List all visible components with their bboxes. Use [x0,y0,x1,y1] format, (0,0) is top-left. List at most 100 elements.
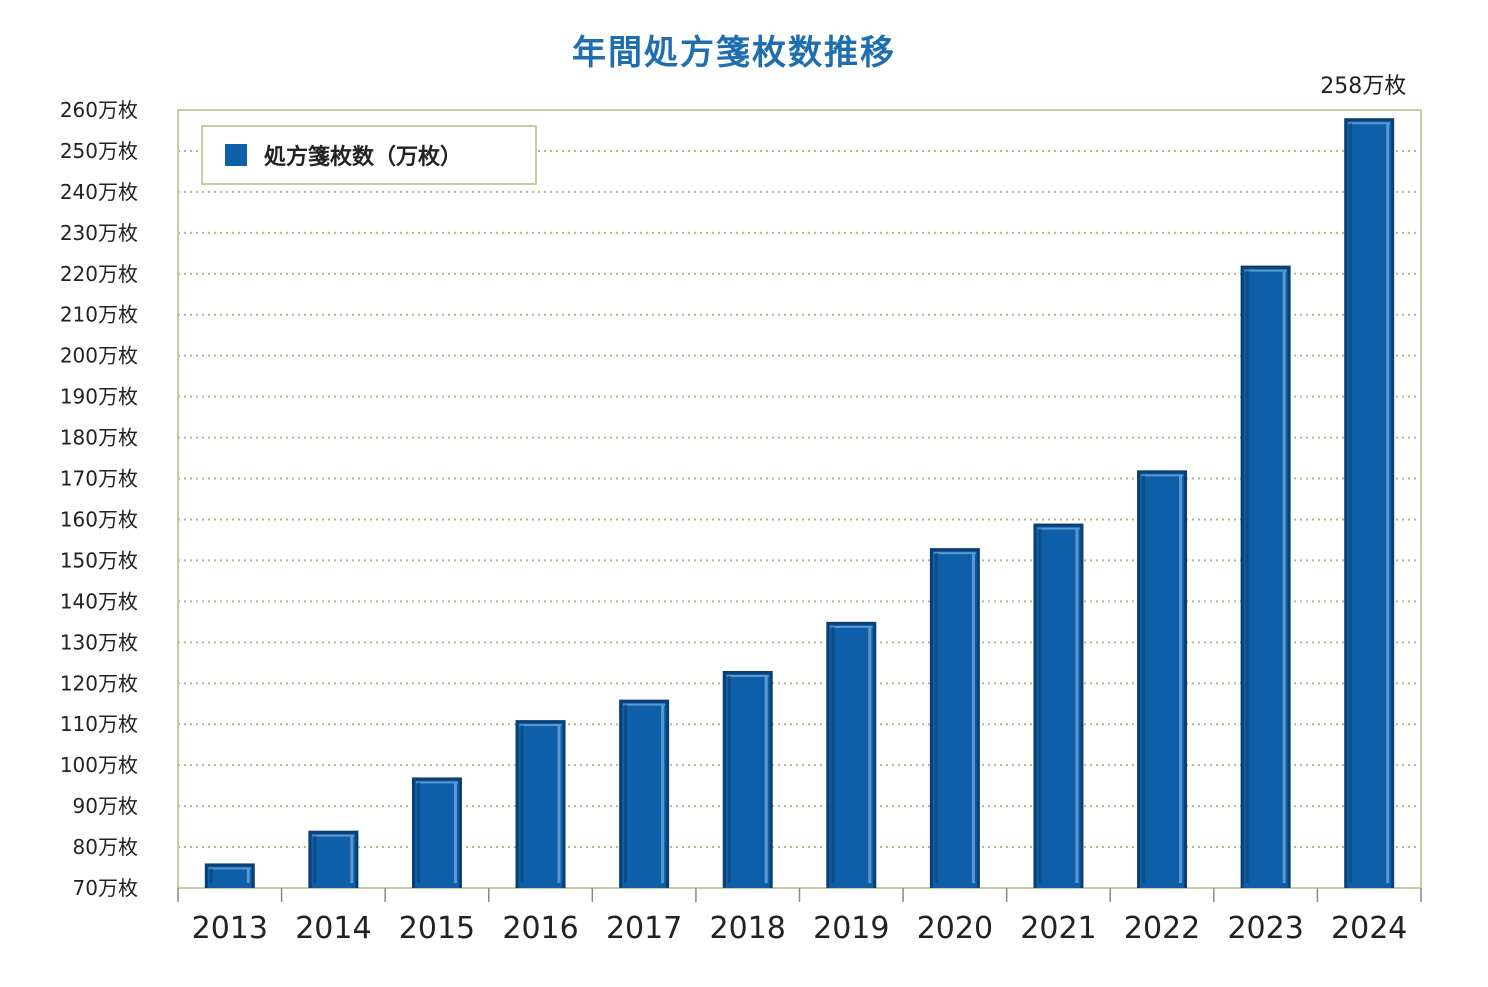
x-tick-label: 2021 [1020,911,1096,946]
y-tick-label: 150万枚 [60,548,138,572]
bar-face [1140,473,1185,888]
plot-frame [177,109,1422,889]
y-tick-label: 110万枚 [60,712,138,736]
x-tick-label: 2017 [606,911,682,946]
bar-face [207,866,252,888]
bar-side-shade [1245,270,1249,884]
bar-side-highlight [1282,270,1286,884]
chart-title: 年間処方箋枚数推移 [572,33,896,73]
bar-side-highlight [1075,528,1079,883]
x-tick-label: 2018 [710,911,786,946]
legend-label: 処方箋枚数（万枚） [264,144,462,170]
bar-face [1036,526,1081,888]
bar-side-shade [416,782,420,883]
x-tick-label: 2013 [192,911,268,946]
bar-top-highlight [1348,122,1391,125]
y-tick-label: 240万枚 [60,180,138,204]
bar-side-highlight [661,704,665,883]
bar-top-highlight [519,724,562,727]
y-tick-label: 90万枚 [73,794,138,818]
bar-face [311,833,356,888]
y-tick-label: 220万枚 [60,262,138,286]
bar-2013 [204,863,255,888]
bar-side-highlight [1179,475,1183,883]
legend-box [201,125,537,185]
y-tick-label: 200万枚 [60,344,138,368]
bar-2014 [308,830,359,888]
bar-top-highlight [1244,269,1287,272]
x-tick-label: 2014 [295,911,371,946]
bars [204,118,1395,889]
bar-top-highlight [1141,474,1184,477]
bar-2020 [929,548,980,888]
bar-side-highlight [1386,123,1390,884]
x-axis: 2013 2014 2015 2016 2017 2018 2019 2020 2021 2022… [177,888,1422,946]
bar-top-highlight [415,781,458,784]
bar-face [414,780,459,888]
legend: 処方箋枚数（万枚） [201,125,537,185]
bar-2022 [1137,470,1188,888]
x-tick-label: 2023 [1227,911,1303,946]
bar-side-highlight [557,725,561,883]
bar-2015 [411,777,462,888]
y-tick-label: 190万枚 [60,385,138,409]
bar-top-highlight [312,834,355,837]
bar-2024 [1344,118,1395,889]
legend-swatch [225,144,247,166]
y-tick-label: 120万枚 [60,671,138,695]
y-tick-label: 80万枚 [73,835,138,859]
bar-face [725,673,770,888]
bar-2017 [619,699,670,888]
bar-face [1347,121,1392,889]
bar-side-shade [1349,123,1353,884]
x-tick-label: 2016 [502,911,578,946]
y-tick-label: 180万枚 [60,426,138,450]
y-tick-label: 160万枚 [60,507,138,531]
y-tick-label: 100万枚 [60,753,138,777]
bar-face [932,551,977,888]
y-axis-ticks: 70万枚 80万枚 90万枚 100万枚 110万枚 120万枚 130万枚 140万枚 150… [60,98,138,900]
bar-face [829,624,874,888]
bar-side-highlight [350,835,354,883]
bar-side-highlight [868,626,872,883]
bar-top-highlight [208,867,251,870]
bar-face [518,723,563,888]
bar-side-highlight [764,675,768,883]
bar-2018 [722,670,773,888]
bar-top-highlight [933,552,976,555]
bar-side-highlight [453,782,457,883]
bar-side-shade [1142,475,1146,883]
bar-face [1243,268,1288,889]
bar-side-shade [624,704,628,883]
y-tick-label: 130万枚 [60,630,138,654]
y-tick-label: 140万枚 [60,589,138,613]
x-tick-label: 2024 [1331,911,1407,946]
bar-2016 [515,720,566,888]
bar-side-shade [520,725,524,883]
y-tick-label: 170万枚 [60,467,138,491]
y-tick-label: 210万枚 [60,303,138,327]
bar-top-highlight [1037,527,1080,530]
bar-top-highlight [726,674,769,677]
bar-face [622,702,667,888]
bar-side-highlight [971,553,975,883]
y-tick-label: 250万枚 [60,139,138,163]
bar-side-highlight [246,868,250,883]
bar-top-highlight [830,625,873,628]
bar-2021 [1033,523,1084,888]
x-tick-label: 2019 [813,911,889,946]
y-tick-label: 260万枚 [60,98,138,122]
bar-side-shade [313,835,317,883]
bar-side-shade [1038,528,1042,883]
bar-side-shade [727,675,731,883]
bar-2019 [826,621,877,888]
max-value-annotation: 258万枚 [1320,74,1406,99]
bar-2023 [1240,265,1291,889]
y-tick-label: 70万枚 [73,876,138,900]
x-tick-label: 2022 [1124,911,1200,946]
y-tick-label: 230万枚 [60,221,138,245]
bar-side-shade [934,553,938,883]
bar-top-highlight [623,703,666,706]
x-tick-label: 2020 [917,911,993,946]
